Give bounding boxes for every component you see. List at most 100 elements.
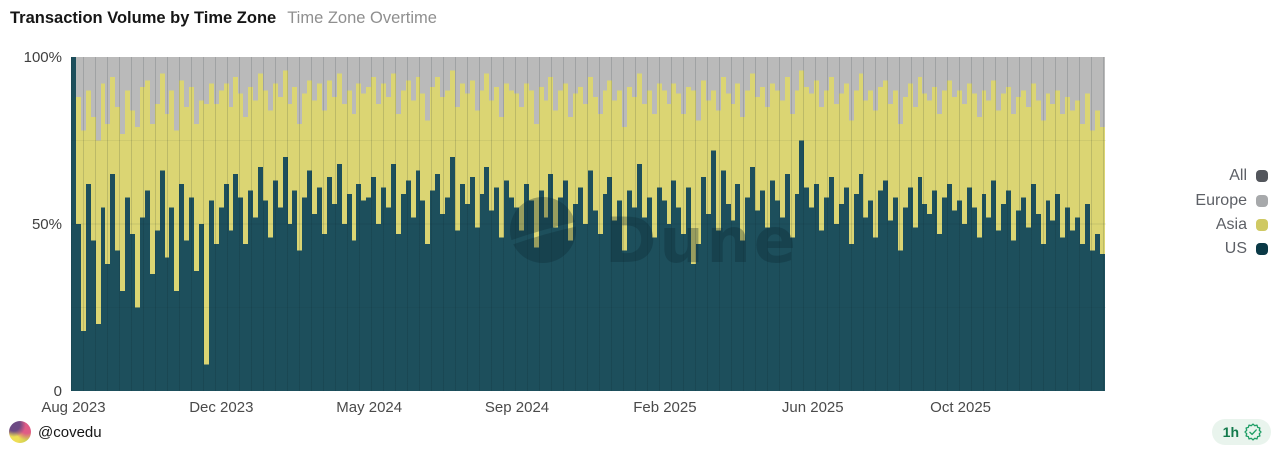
x-tick-label: Aug 2023 [41,399,106,416]
bar-column [774,57,780,391]
bar-column [991,57,997,391]
bar-column [223,57,229,391]
bar-column [701,57,706,391]
bar-column [1084,57,1090,391]
bar-column [474,57,480,391]
bar-column [779,57,785,391]
y-tick-label: 50% [31,216,62,233]
bar-column [769,57,775,391]
bar-column [238,57,244,391]
bar-column [666,57,672,391]
legend-swatch [1256,170,1268,183]
bar-column [267,57,273,391]
x-tick-label: Sep 2024 [484,399,550,416]
bar-column [386,57,391,391]
bar-column [494,57,500,391]
bar-column [243,57,249,391]
legend-label: Europe [1195,191,1247,209]
legend-item-europe[interactable]: Europe [1195,188,1268,212]
bar-column [331,57,337,391]
bar-column [1099,57,1105,391]
bar-column [1030,57,1036,391]
bar-column [696,57,701,391]
age-badge[interactable]: 1h [1211,419,1271,445]
bar-column [253,57,259,391]
bar-column [405,57,411,391]
bar-column [661,57,667,391]
bar-column [563,57,569,391]
bar-column [996,57,1002,391]
bar-column [518,57,524,391]
bar-column [587,57,593,391]
bar-column [607,57,613,391]
bar-column [651,57,657,391]
bar-column [1011,57,1016,391]
legend-item-us[interactable]: US [1195,237,1268,261]
bar-column [755,57,761,391]
legend-item-all[interactable]: All [1195,164,1268,188]
bar-column [297,57,303,391]
bar-column [789,57,795,391]
legend-label: Asia [1215,215,1247,233]
legend-swatch [1256,218,1268,231]
bar-column [164,57,170,391]
bar-column [641,57,647,391]
bar-column [376,57,382,391]
bar-column [174,57,180,391]
bar-column [760,57,765,391]
bar-column [479,57,485,391]
bar-column [1040,57,1046,391]
bar-column [853,57,859,391]
bar-column [208,57,214,391]
x-tick-label: Jun 2025 [781,399,844,416]
y-tick-label: 100% [23,49,62,66]
bar-column [100,57,106,391]
bar-column [105,57,111,391]
bar-column [843,57,849,391]
bar-column [582,57,588,391]
bar-column [627,57,633,391]
x-tick-label: Feb 2025 [633,399,697,416]
bar-column [927,57,933,391]
bar-column [1089,57,1095,391]
bar-column [1070,57,1076,391]
bar-column [307,57,313,391]
bar-column [612,57,618,391]
bar-column [213,57,219,391]
bar-column [622,57,628,391]
bar-column [937,57,943,391]
bar-column [1079,57,1085,391]
bar-column [676,57,682,391]
bar-column [90,57,96,391]
bar-column [819,57,825,391]
bar-column [725,57,731,391]
bar-column [440,57,446,391]
bar-column [892,57,898,391]
legend-item-asia[interactable]: Asia [1195,213,1268,237]
author-avatar[interactable] [9,421,31,443]
bar-column [548,57,554,391]
bar-column [912,57,918,391]
bar-column [130,57,135,391]
bar-column [971,57,977,391]
bar-column [637,57,642,391]
bar-column [509,57,514,391]
bar-column [538,57,544,391]
bar-column [1006,57,1012,391]
bar-column [292,57,298,391]
bar-column [154,57,160,391]
bar-column [430,57,436,391]
bar-column [952,57,957,391]
bar-column [390,57,396,391]
author-handle[interactable]: @covedu [38,424,102,441]
bar-column [681,57,687,391]
bar-column [720,57,726,391]
bar-column [71,57,76,391]
legend-label: US [1224,240,1247,258]
plot-area[interactable]: Dune [71,57,1106,391]
bar-column [75,57,81,391]
bar-column [1050,57,1056,391]
bar-column [189,57,195,391]
bar-column [489,57,495,391]
